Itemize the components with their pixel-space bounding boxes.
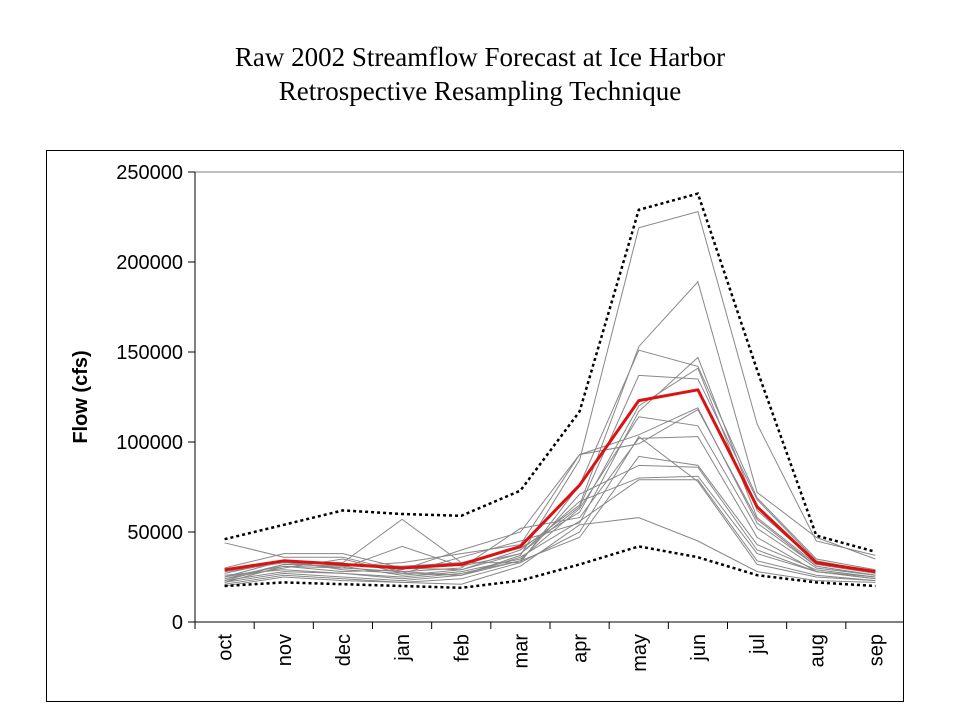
- series-line-trace-16: [224, 435, 876, 585]
- x-tick-label: aug: [806, 634, 828, 667]
- series-line-lower-bound-1: [224, 545, 876, 590]
- series-line-ensemble-mean-2: [224, 388, 876, 574]
- x-tick-label: feb: [451, 634, 473, 662]
- y-tick-label: 250000: [116, 162, 183, 184]
- x-tick-label: may: [629, 634, 651, 672]
- x-tick-label: nov: [274, 634, 296, 666]
- chart-title: Raw 2002 Streamflow Forecast at Ice Harb…: [0, 40, 960, 108]
- x-tick-label: sep: [865, 634, 887, 666]
- line-chart: 0 50000 100000 150000 200000 250000 oct nov dec j…: [70, 162, 903, 672]
- x-tick-label: jun: [688, 634, 710, 662]
- x-tick-label: mar: [510, 634, 532, 669]
- y-tick-label: 150000: [116, 342, 183, 364]
- series-line-trace-8: [224, 408, 876, 582]
- x-tick-label: apr: [570, 634, 592, 663]
- series-line-trace-5: [224, 349, 876, 574]
- title-line-1: Raw 2002 Streamflow Forecast at Ice Harb…: [234, 42, 726, 72]
- chart-frame: 0 50000 100000 150000 200000 250000 oct nov dec j…: [46, 150, 904, 702]
- x-tick-label: jan: [392, 634, 414, 662]
- y-axis-title: Flow (cfs): [70, 350, 92, 443]
- y-tick-label: 200000: [116, 252, 183, 274]
- series-line-trace-3: [224, 210, 876, 576]
- axis-layer: 0 50000 100000 150000 200000 250000 oct nov dec j…: [70, 162, 903, 672]
- series-line-trace-10: [224, 436, 876, 578]
- series-line-trace-9: [224, 407, 876, 583]
- series-line-trace-15: [224, 479, 876, 583]
- plot-layer: [224, 192, 876, 590]
- x-tick-label: jul: [747, 634, 769, 655]
- x-tick-label: dec: [333, 634, 355, 666]
- series-line-trace-17: [224, 517, 876, 587]
- series-line-upper-bound-0: [224, 192, 876, 554]
- y-tick-label: 100000: [116, 432, 183, 454]
- series-line-trace-12: [224, 455, 876, 578]
- title-line-2: Retrospective Resampling Technique: [278, 76, 682, 106]
- series-line-trace-7: [224, 356, 876, 580]
- y-tick-label: 50000: [127, 522, 183, 544]
- y-tick-label: 0: [172, 612, 183, 634]
- x-tick-label: oct: [215, 634, 237, 661]
- series-line-trace-14: [224, 475, 876, 580]
